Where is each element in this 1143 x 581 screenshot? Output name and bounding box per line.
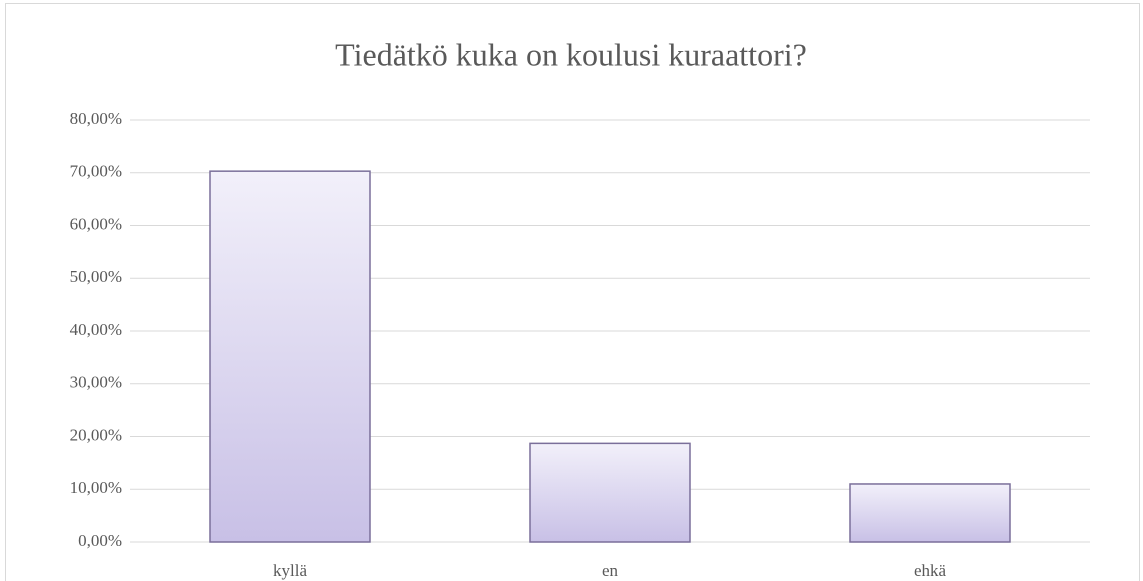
bar xyxy=(849,483,1011,543)
bar xyxy=(529,442,691,543)
chart-title: Tiedätkö kuka on koulusi kuraattori? xyxy=(335,36,807,72)
y-tick-label: 40,00% xyxy=(70,320,122,339)
y-tick-label: 50,00% xyxy=(70,267,122,286)
x-tick-label: en xyxy=(602,561,619,580)
y-tick-label: 60,00% xyxy=(70,214,122,233)
y-tick-label: 30,00% xyxy=(70,373,122,392)
y-tick-label: 80,00% xyxy=(70,109,122,128)
x-tick-label: kyllä xyxy=(273,561,307,580)
y-tick-label: 0,00% xyxy=(78,531,122,550)
y-tick-label: 20,00% xyxy=(70,425,122,444)
bar xyxy=(209,170,371,543)
y-tick-label: 70,00% xyxy=(70,162,122,181)
x-tick-label: ehkä xyxy=(914,561,947,580)
y-tick-label: 10,00% xyxy=(70,478,122,497)
